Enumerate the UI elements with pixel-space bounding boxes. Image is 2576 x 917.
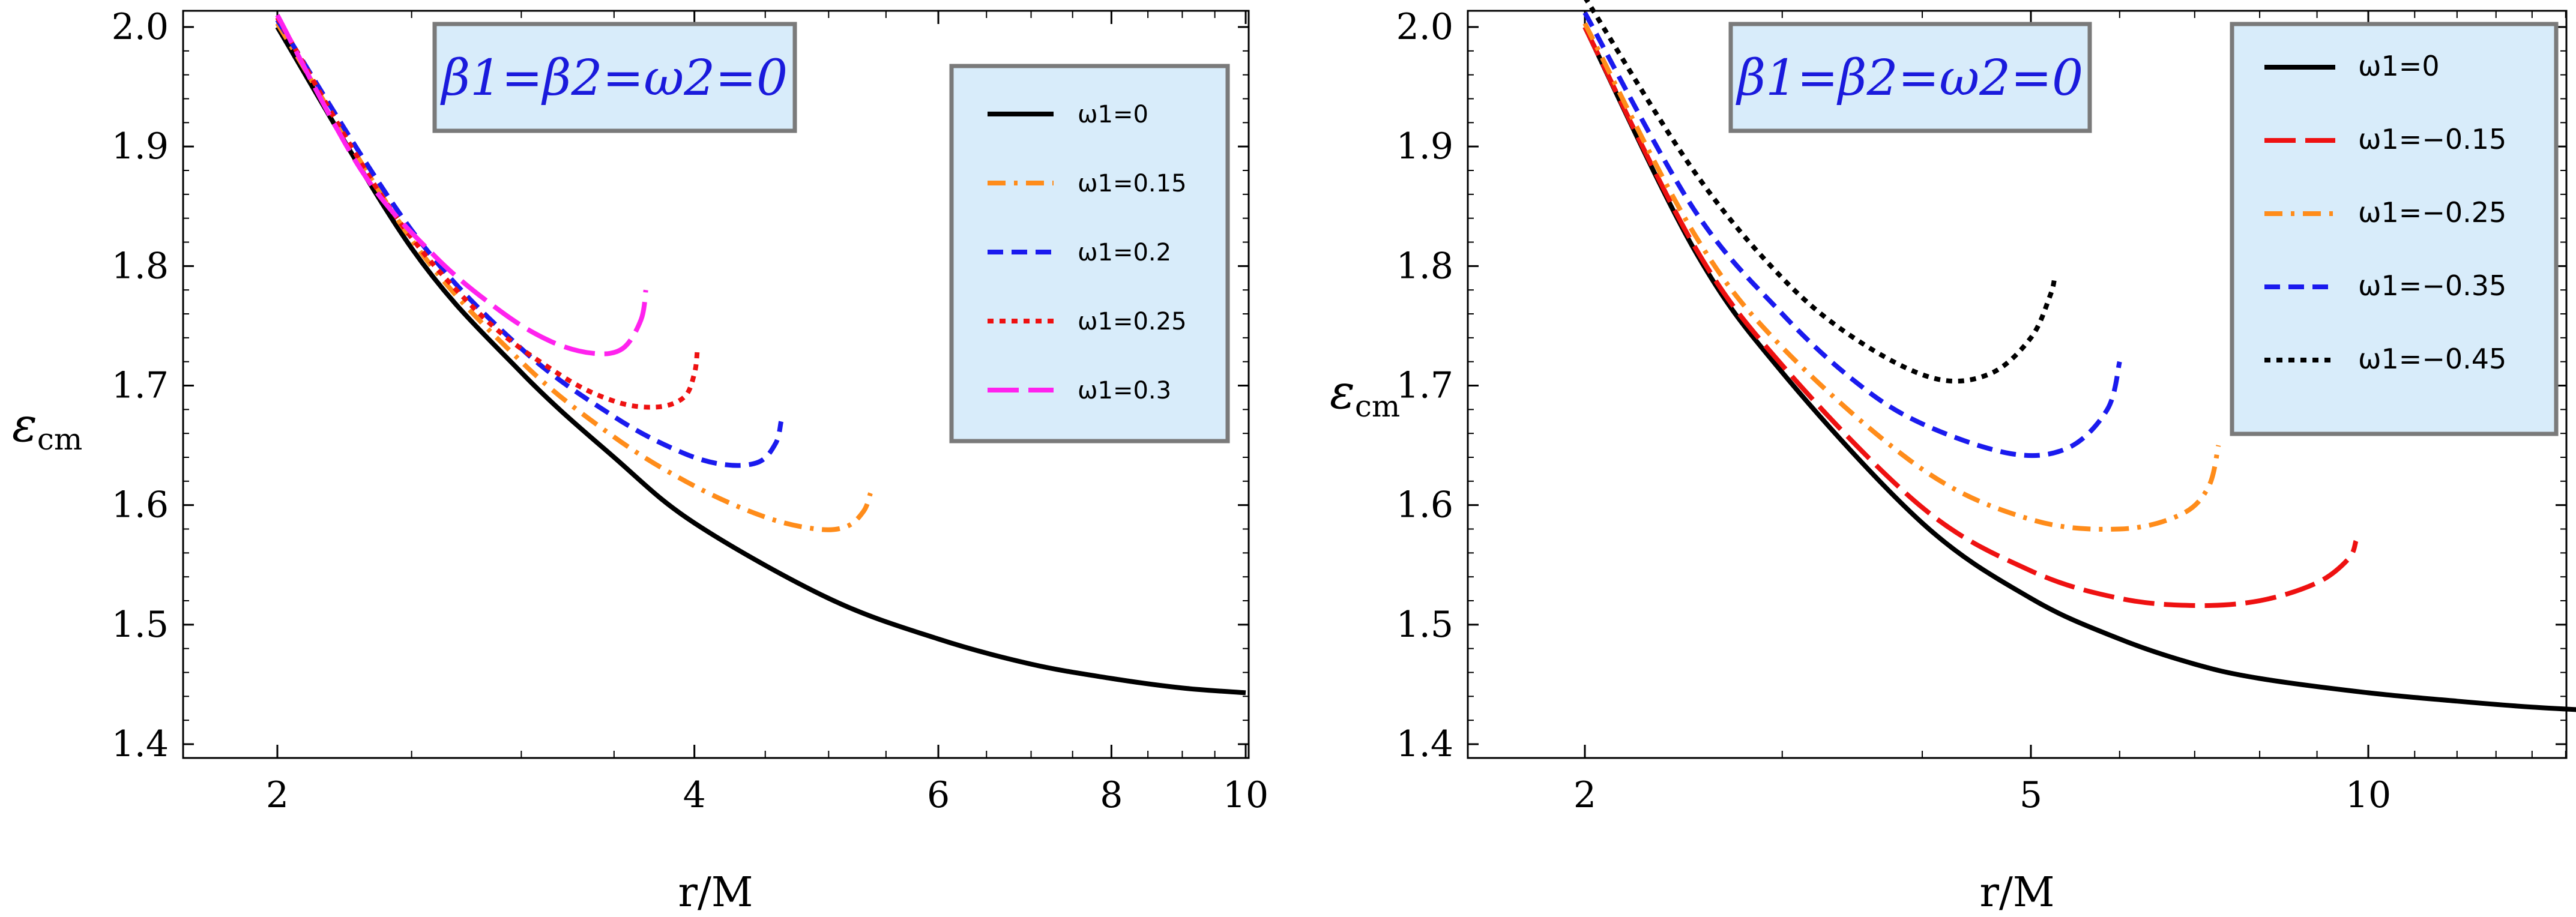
series-group-left: [275, 14, 1246, 696]
y-tick-label: 1.7: [1396, 365, 1453, 407]
legend-label-2: ω1=−0.25: [2358, 196, 2506, 229]
series-line-1: [1582, 26, 2359, 609]
x-axis-label-right: r/M: [1979, 869, 2054, 916]
y-tick-label: 2.0: [112, 6, 169, 48]
series-line-4: [1584, 0, 2057, 384]
x-tick-label: 2: [1573, 774, 1596, 816]
y-tick-label: 1.4: [112, 723, 169, 765]
x-tick-label: 8: [1100, 774, 1123, 816]
y-axis-label-right: εcm: [1330, 365, 1400, 424]
legend-label-4: ω1=0.3: [1078, 377, 1171, 404]
legend-label-0: ω1=0: [2358, 50, 2440, 82]
legend-label-3: ω1=0.25: [1078, 308, 1187, 335]
y-tick-label: 1.7: [112, 365, 169, 407]
title-box-right: [1728, 22, 2092, 133]
y-tick-label: 2.0: [1396, 6, 1453, 48]
legend-label-2: ω1=0.2: [1078, 239, 1171, 266]
y-ticks-right: 1.4 1.5 1.6 1.7 1.8 1.9 2.0: [1396, 6, 2566, 765]
y-tick-label: 1.6: [1396, 484, 1453, 526]
series-group-right: [1582, 0, 2576, 712]
y-tick-label: 1.9: [1396, 125, 1453, 167]
x-tick-label: 6: [927, 774, 950, 816]
x-tick-label: 10: [2345, 774, 2391, 816]
x-ticks-left: 2 4 6 8 10: [266, 11, 1268, 816]
x-ticks-right: 2 5 10: [1573, 11, 2566, 816]
y-tick-label: 1.5: [112, 604, 169, 646]
chart-title-right: β1=β2=ω2=0: [1736, 50, 2083, 107]
y-tick-label: 1.8: [1396, 245, 1453, 287]
legend-label-1: ω1=−0.15: [2358, 123, 2506, 155]
y-axis-label-left: εcm: [12, 398, 82, 457]
x-tick-label: 4: [683, 774, 706, 816]
x-tick-label: 5: [2019, 774, 2042, 816]
chart-title-left: β1=β2=ω2=0: [440, 50, 788, 107]
legend-box-right: [2230, 22, 2559, 436]
legend-right: ω1=0 ω1=−0.15 ω1=−0.25 ω1=−0.35 ω1=−0.45: [2264, 50, 2506, 375]
y-tick-label: 1.4: [1396, 723, 1453, 765]
series-line-0: [1582, 26, 2576, 712]
legend-left: ω1=0 ω1=0.15 ω1=0.2 ω1=0.25 ω1=0.3: [988, 101, 1187, 404]
series-line-2: [275, 18, 784, 468]
y-tick-label: 1.8: [112, 245, 169, 287]
legend-label-4: ω1=−0.45: [2358, 343, 2506, 375]
plot-frame-left: [182, 10, 1250, 759]
x-tick-label: 10: [1223, 774, 1268, 816]
series-line-3: [1582, 11, 2122, 458]
y-tick-label: 1.6: [112, 484, 169, 526]
y-tick-label: 1.5: [1396, 604, 1453, 646]
y-ticks-left: 1.4 1.5 1.6 1.7 1.8 1.9 2.0: [112, 6, 1249, 765]
series-line-4: [275, 14, 648, 356]
series-line-3: [275, 16, 700, 410]
legend-label-0: ω1=0: [1078, 101, 1148, 128]
series-line-0: [275, 25, 1246, 696]
panel-right: 1.4 1.5 1.6 1.7 1.8 1.9 2.0 2 5 10 εcm r/M β1=β2…: [1330, 0, 2576, 916]
title-box-left: [432, 22, 797, 133]
panel-left: 1.4 1.5 1.6 1.7 1.8 1.9 2.0 2 4 6 8 10 εcm r/M β1=…: [12, 6, 1268, 916]
plot-frame-right: [1467, 10, 2568, 759]
y-tick-label: 1.9: [112, 125, 169, 167]
legend-label-3: ω1=−0.35: [2358, 269, 2506, 302]
x-tick-label: 2: [266, 774, 289, 816]
legend-label-1: ω1=0.15: [1078, 170, 1187, 197]
series-line-1: [275, 22, 873, 532]
x-axis-label-left: r/M: [678, 869, 753, 916]
series-line-2: [1582, 22, 2221, 532]
